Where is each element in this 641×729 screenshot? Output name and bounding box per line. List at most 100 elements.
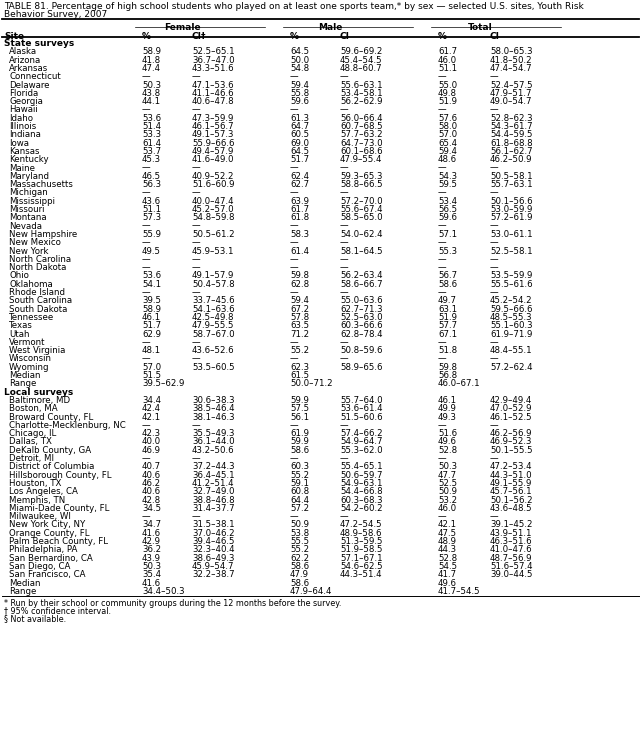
Text: Detroit, MI: Detroit, MI	[9, 454, 54, 463]
Text: 65.4: 65.4	[438, 139, 457, 147]
Text: —: —	[490, 106, 499, 114]
Text: Baltimore, MD: Baltimore, MD	[9, 396, 70, 405]
Text: 61.9: 61.9	[290, 429, 309, 438]
Text: 53.0–59.9: 53.0–59.9	[490, 205, 533, 214]
Text: 48.9: 48.9	[438, 537, 457, 546]
Text: —: —	[290, 163, 299, 173]
Text: —: —	[490, 188, 499, 198]
Text: 58.0: 58.0	[438, 122, 457, 131]
Text: 40.6–47.8: 40.6–47.8	[192, 97, 235, 106]
Text: —: —	[438, 238, 447, 247]
Text: 40.6: 40.6	[142, 471, 161, 480]
Text: 36.4–45.1: 36.4–45.1	[192, 471, 235, 480]
Text: 46.5: 46.5	[142, 172, 161, 181]
Text: Hawaii: Hawaii	[9, 106, 38, 114]
Text: 42.8: 42.8	[142, 496, 161, 504]
Text: 58.0–65.3: 58.0–65.3	[490, 47, 533, 56]
Text: 44.3–51.4: 44.3–51.4	[340, 570, 383, 580]
Text: 51.6: 51.6	[438, 429, 457, 438]
Text: 55.7–64.0: 55.7–64.0	[340, 396, 383, 405]
Text: Los Angeles, CA: Los Angeles, CA	[9, 487, 78, 496]
Text: 55.2: 55.2	[290, 471, 309, 480]
Text: 47.2–54.5: 47.2–54.5	[340, 521, 383, 529]
Text: —: —	[438, 106, 447, 114]
Text: Texas: Texas	[9, 321, 33, 330]
Text: —: —	[290, 454, 299, 463]
Text: 54.1: 54.1	[142, 280, 161, 289]
Text: 58.6: 58.6	[438, 280, 457, 289]
Text: —: —	[290, 188, 299, 198]
Text: —: —	[290, 222, 299, 230]
Text: 50.8–59.6: 50.8–59.6	[340, 346, 383, 355]
Text: 54.5: 54.5	[438, 562, 457, 571]
Text: 58.6: 58.6	[290, 562, 309, 571]
Text: —: —	[192, 454, 201, 463]
Text: 50.0–71.2: 50.0–71.2	[290, 379, 333, 389]
Text: 54.1–63.6: 54.1–63.6	[192, 305, 235, 313]
Text: Broward County, FL: Broward County, FL	[9, 413, 93, 421]
Text: 38.5–46.4: 38.5–46.4	[192, 404, 235, 413]
Text: 58.1–64.5: 58.1–64.5	[340, 246, 383, 255]
Text: 53.6: 53.6	[142, 114, 161, 122]
Text: 57.2–62.4: 57.2–62.4	[490, 363, 533, 372]
Text: —: —	[192, 421, 201, 430]
Text: 45.2–57.0: 45.2–57.0	[192, 205, 235, 214]
Text: 51.8: 51.8	[438, 346, 457, 355]
Text: 41.6: 41.6	[142, 529, 161, 538]
Text: 59.4: 59.4	[290, 296, 309, 305]
Text: 60.8: 60.8	[290, 487, 309, 496]
Text: Maryland: Maryland	[9, 172, 49, 181]
Text: North Carolina: North Carolina	[9, 255, 71, 264]
Text: 32.7–49.0: 32.7–49.0	[192, 487, 235, 496]
Text: 58.5–65.0: 58.5–65.0	[340, 214, 383, 222]
Text: 56.8: 56.8	[438, 371, 457, 380]
Text: Site: Site	[4, 32, 24, 41]
Text: 57.8: 57.8	[290, 313, 309, 322]
Text: 36.7–47.0: 36.7–47.0	[192, 55, 235, 65]
Text: —: —	[340, 454, 349, 463]
Text: 49.1–57.9: 49.1–57.9	[192, 271, 235, 281]
Text: 34.5: 34.5	[142, 504, 161, 512]
Text: San Francisco, CA: San Francisco, CA	[9, 570, 85, 580]
Text: 49.5: 49.5	[142, 246, 161, 255]
Text: 61.9–71.9: 61.9–71.9	[490, 330, 533, 338]
Text: 56.5: 56.5	[438, 205, 457, 214]
Text: 58.6: 58.6	[290, 445, 309, 455]
Text: 45.9–54.7: 45.9–54.7	[192, 562, 235, 571]
Text: Median: Median	[9, 371, 40, 380]
Text: 40.9–52.2: 40.9–52.2	[192, 172, 235, 181]
Text: —: —	[192, 222, 201, 230]
Text: —: —	[340, 354, 349, 363]
Text: Wisconsin: Wisconsin	[9, 354, 52, 363]
Text: 54.3–61.7: 54.3–61.7	[490, 122, 533, 131]
Text: 55.5: 55.5	[290, 537, 309, 546]
Text: —: —	[490, 263, 499, 272]
Text: 64.5: 64.5	[290, 147, 309, 156]
Text: 54.8–59.8: 54.8–59.8	[192, 214, 235, 222]
Text: Ohio: Ohio	[9, 271, 29, 281]
Text: —: —	[192, 163, 201, 173]
Text: —: —	[490, 222, 499, 230]
Text: 52.5–58.1: 52.5–58.1	[490, 246, 533, 255]
Text: 54.6–62.5: 54.6–62.5	[340, 562, 383, 571]
Text: —: —	[340, 188, 349, 198]
Text: 57.7: 57.7	[438, 321, 457, 330]
Text: Wyoming: Wyoming	[9, 363, 49, 372]
Text: 45.7–56.1: 45.7–56.1	[490, 487, 533, 496]
Text: 55.8: 55.8	[290, 89, 309, 98]
Text: 45.2–54.2: 45.2–54.2	[490, 296, 533, 305]
Text: 55.5–61.6: 55.5–61.6	[490, 280, 533, 289]
Text: 55.0–63.6: 55.0–63.6	[340, 296, 383, 305]
Text: 43.9: 43.9	[142, 553, 161, 563]
Text: 44.3–51.0: 44.3–51.0	[490, 471, 533, 480]
Text: 57.7–63.2: 57.7–63.2	[340, 130, 383, 139]
Text: Montana: Montana	[9, 214, 47, 222]
Text: —: —	[438, 188, 447, 198]
Text: —: —	[438, 222, 447, 230]
Text: 48.1: 48.1	[142, 346, 161, 355]
Text: Philadelphia, PA: Philadelphia, PA	[9, 545, 78, 554]
Text: 50.1–55.5: 50.1–55.5	[490, 445, 533, 455]
Text: 38.1–46.3: 38.1–46.3	[192, 413, 235, 421]
Text: 38.8–46.8: 38.8–46.8	[192, 496, 235, 504]
Text: Male: Male	[318, 23, 342, 32]
